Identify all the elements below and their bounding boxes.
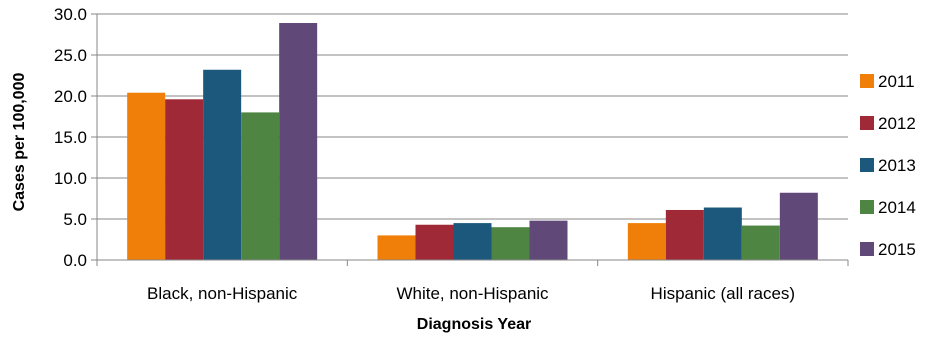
legend-label: 2011 bbox=[878, 72, 915, 91]
bar-2012-hispanic-all-races bbox=[665, 209, 704, 260]
y-tick-label: 10.0 bbox=[54, 169, 87, 188]
bar-2013-white-non-hispanic bbox=[453, 223, 492, 260]
legend-swatch bbox=[860, 74, 874, 88]
bar-2015-hispanic-all-races bbox=[779, 192, 818, 260]
y-tick-label: 20.0 bbox=[54, 87, 87, 106]
bar-2015-black-non-hispanic bbox=[279, 23, 318, 260]
legend-label: 2012 bbox=[878, 114, 916, 133]
category-label: Hispanic (all races) bbox=[651, 284, 796, 303]
bar-2011-white-non-hispanic bbox=[377, 235, 416, 260]
y-axis-tick-labels: 0.0 5.0 10.0 15.0 20.0 25.0 30.0 bbox=[54, 5, 87, 270]
legend-label: 2014 bbox=[878, 198, 916, 217]
legend-label: 2015 bbox=[878, 240, 916, 259]
category-labels: Black, non-Hispanic White, non-Hispanic Hi… bbox=[147, 284, 795, 303]
category-label: White, non-Hispanic bbox=[396, 284, 549, 303]
bar-2014-white-non-hispanic bbox=[491, 227, 530, 260]
bar-2014-black-non-hispanic bbox=[241, 112, 280, 261]
y-tick-label: 30.0 bbox=[54, 5, 87, 24]
bar-2014-hispanic-all-races bbox=[741, 225, 780, 260]
bar-2013-hispanic-all-races bbox=[703, 207, 742, 260]
bar-2013-black-non-hispanic bbox=[203, 69, 242, 260]
y-tick-label: 25.0 bbox=[54, 46, 87, 65]
bars bbox=[127, 23, 818, 261]
axes bbox=[96, 14, 849, 266]
legend-label: 2013 bbox=[878, 156, 916, 175]
legend-swatch bbox=[860, 242, 874, 256]
y-tick-label: 5.0 bbox=[63, 210, 87, 229]
legend-swatch bbox=[860, 116, 874, 130]
legend-swatch bbox=[860, 158, 874, 172]
y-tick-label: 15.0 bbox=[54, 128, 87, 147]
bar-2011-hispanic-all-races bbox=[627, 223, 666, 260]
bar-2012-white-non-hispanic bbox=[415, 224, 454, 260]
y-axis-title: Cases per 100,000 bbox=[11, 73, 28, 212]
bar-2015-white-non-hispanic bbox=[529, 220, 568, 260]
bar-2012-black-non-hispanic bbox=[165, 99, 204, 260]
legend-swatch bbox=[860, 200, 874, 214]
x-axis-title: Diagnosis Year bbox=[417, 316, 531, 333]
category-label: Black, non-Hispanic bbox=[147, 284, 298, 303]
bar-2011-black-non-hispanic bbox=[127, 92, 166, 260]
y-tick-label: 0.0 bbox=[63, 251, 87, 270]
legend: 2011 2012 2013 2014 2015 bbox=[860, 72, 916, 259]
